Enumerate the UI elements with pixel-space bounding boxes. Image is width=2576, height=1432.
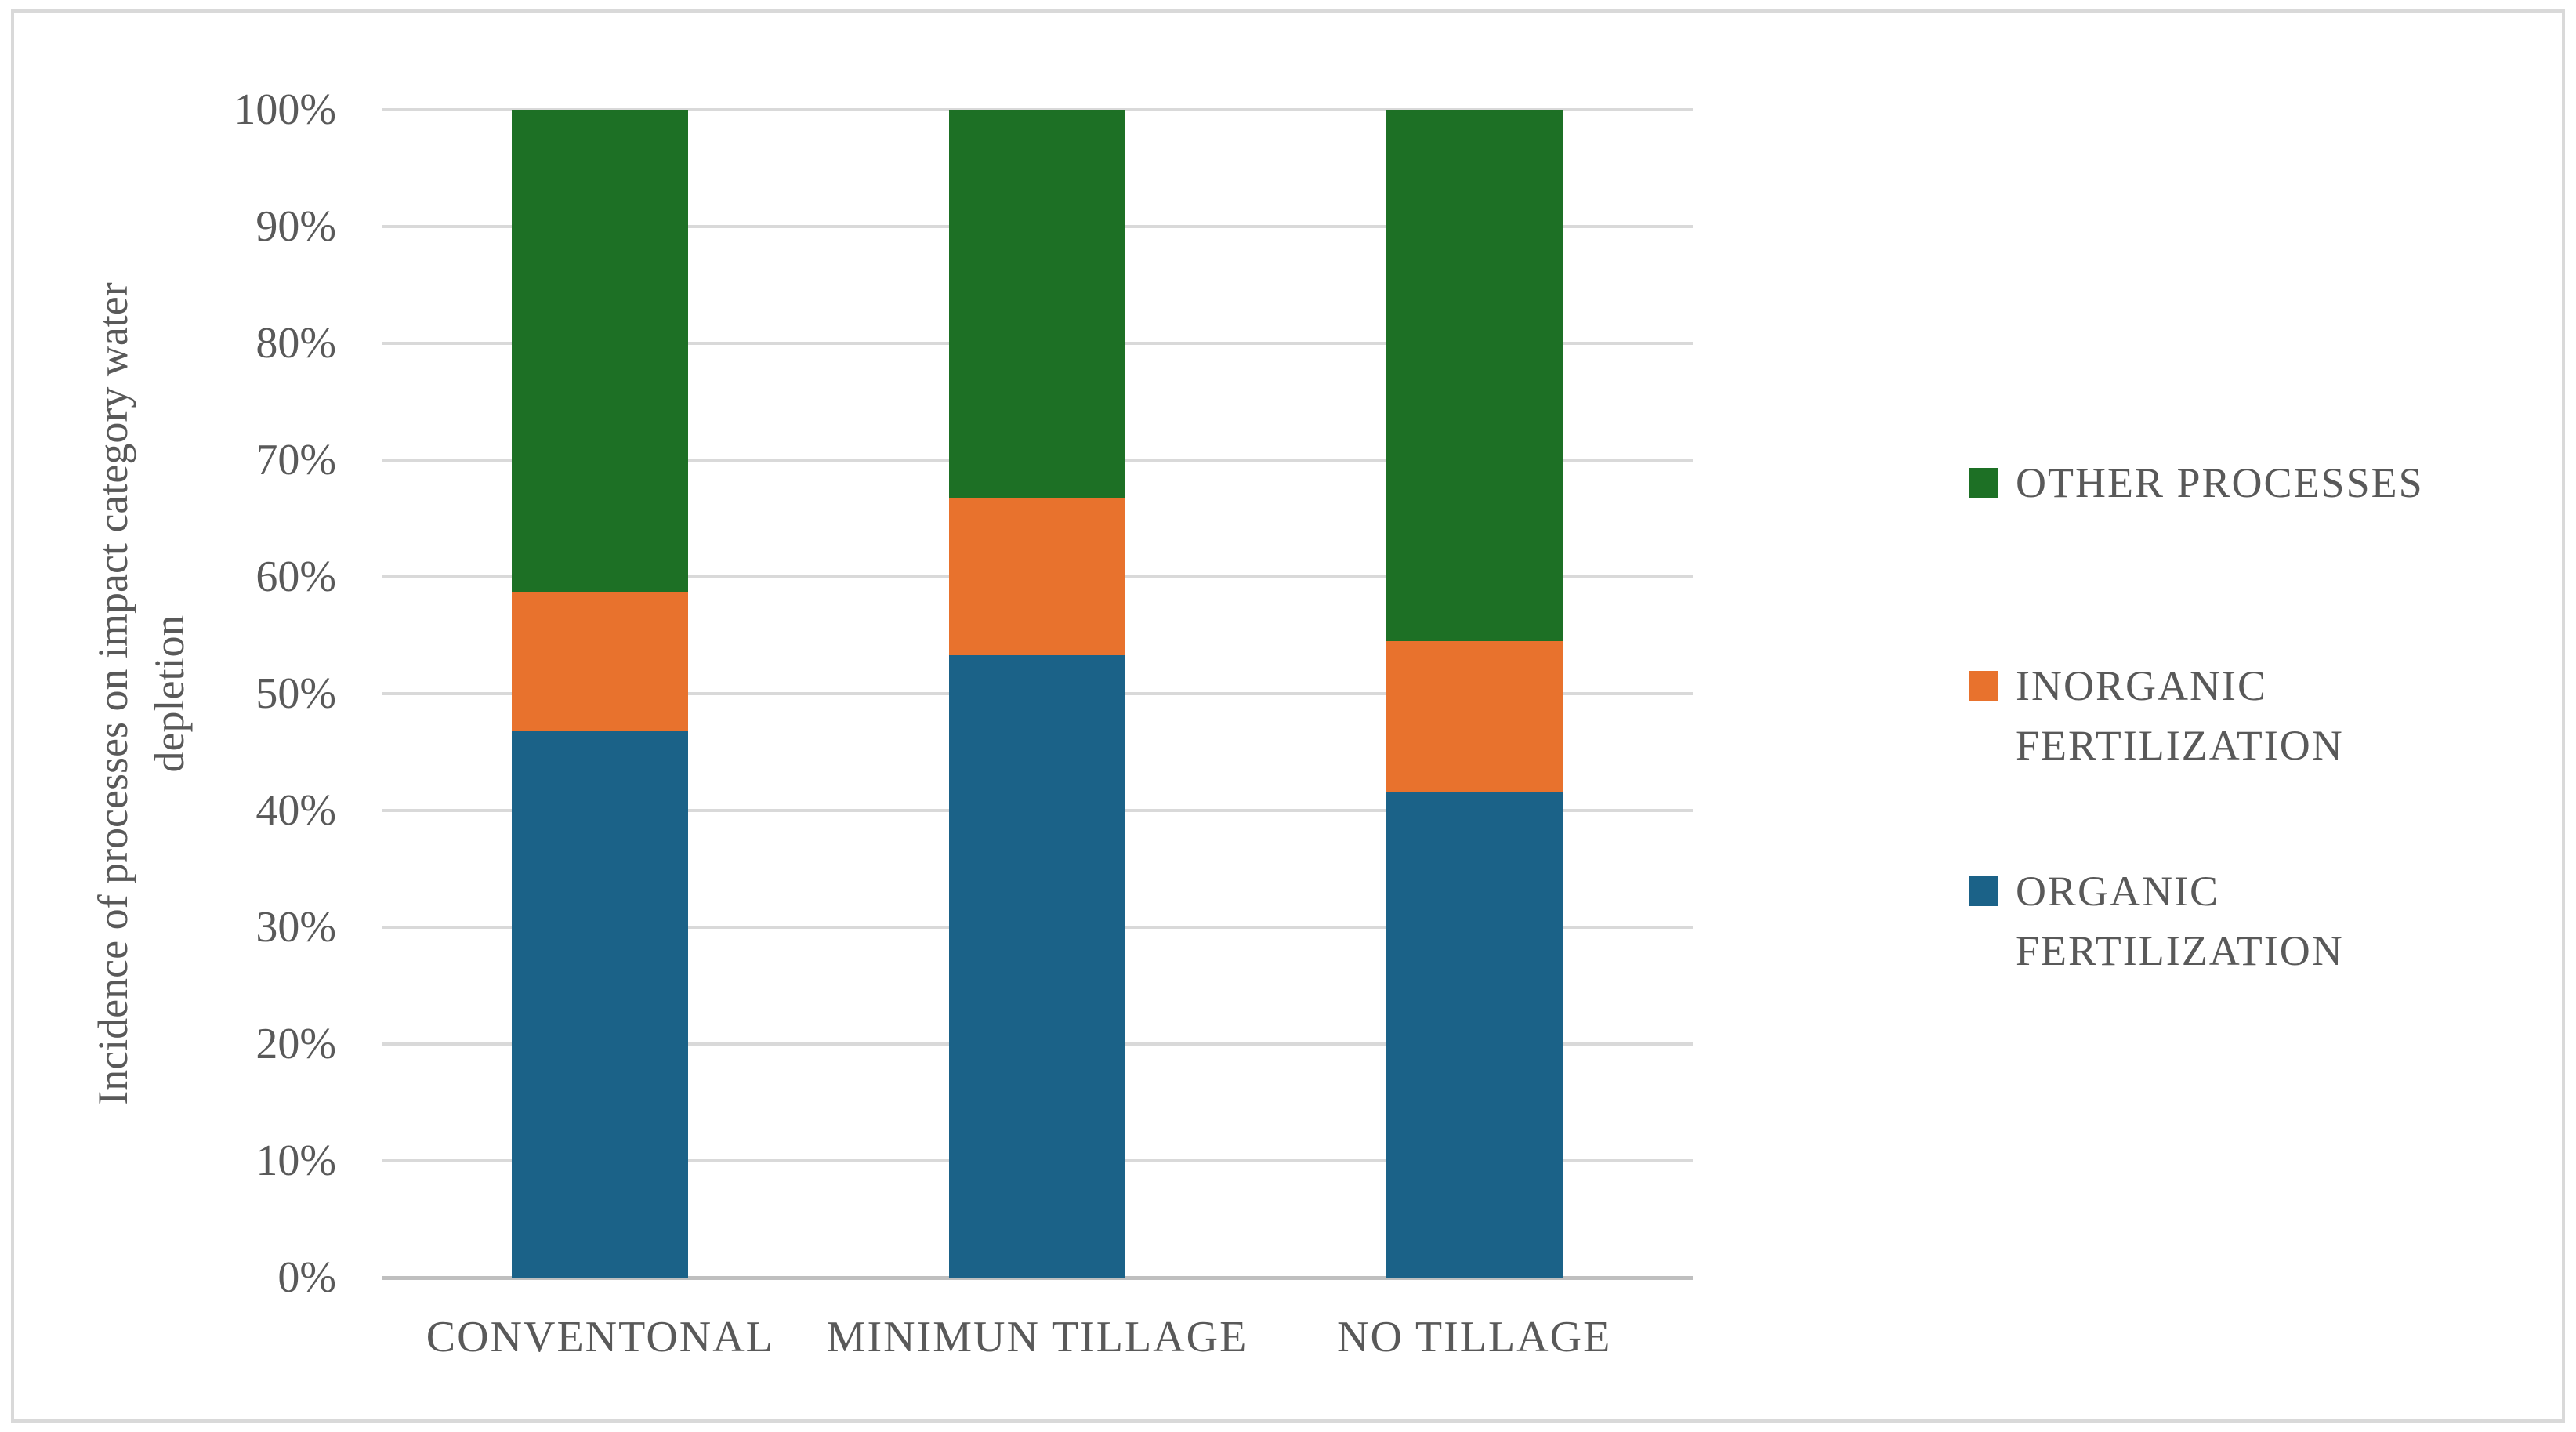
segment-other-processes (949, 110, 1125, 499)
legend-item-organic-fertilization: ORGANIC FERTILIZATION (1969, 861, 2517, 981)
plot-area: 0% 10% 20% 30% 40% 50% 60% 70% 80% 90% 100% CONVENT… (234, 85, 1693, 1361)
legend-label: INORGANIC FERTILIZATION (2016, 662, 2344, 769)
segment-other-processes (512, 110, 689, 593)
x-category-label: CONVENTONAL (426, 1313, 774, 1361)
y-axis-title: Incidence of processes on impact categor… (85, 82, 210, 1305)
segment-inorganic-fertilization (512, 592, 689, 731)
bar-conventonal (512, 110, 689, 1278)
y-tick-label: 70% (255, 436, 336, 484)
y-tick-label: 30% (255, 903, 336, 952)
chart-frame (11, 9, 2565, 1423)
y-tick-label: 50% (255, 669, 336, 718)
legend-swatch-icon (1969, 671, 1998, 701)
legend-item-other-processes: OTHER PROCESSES (1969, 453, 2424, 513)
y-tick-label: 40% (255, 786, 336, 835)
y-tick-label: 80% (255, 319, 336, 368)
legend-label: ORGANIC FERTILIZATION (2016, 868, 2344, 974)
legend-swatch-icon (1969, 876, 1998, 906)
bar-minimun-tillage (949, 110, 1125, 1278)
legend-swatch-icon (1969, 468, 1998, 498)
segment-inorganic-fertilization (1386, 640, 1563, 792)
y-tick-label: 90% (255, 202, 336, 251)
segment-organic-fertilization (1386, 792, 1563, 1278)
bar-no-tillage (1386, 110, 1563, 1278)
y-axis-title-line2: depletion (146, 614, 193, 773)
y-tick-label: 10% (255, 1137, 336, 1185)
y-tick-label: 20% (255, 1020, 336, 1068)
legend: OTHER PROCESSES INORGANIC FERTILIZATION OR… (1969, 0, 2533, 1432)
segment-inorganic-fertilization (949, 498, 1125, 655)
gridline (382, 108, 1693, 111)
x-category-label: NO TILLAGE (1337, 1313, 1612, 1361)
y-tick-label: 60% (255, 553, 336, 601)
legend-item-inorganic-fertilization: INORGANIC FERTILIZATION (1969, 656, 2517, 775)
segment-organic-fertilization (512, 731, 689, 1278)
legend-label: OTHER PROCESSES (2016, 459, 2424, 506)
y-tick-label: 100% (234, 85, 336, 134)
segment-other-processes (1386, 110, 1563, 641)
y-tick-label: 0% (277, 1253, 336, 1302)
x-axis-line (382, 1276, 1693, 1280)
y-axis-title-line1: Incidence of processes on impact categor… (89, 282, 136, 1105)
segment-organic-fertilization (949, 654, 1125, 1278)
x-category-label: MINIMUN TILLAGE (826, 1313, 1248, 1361)
